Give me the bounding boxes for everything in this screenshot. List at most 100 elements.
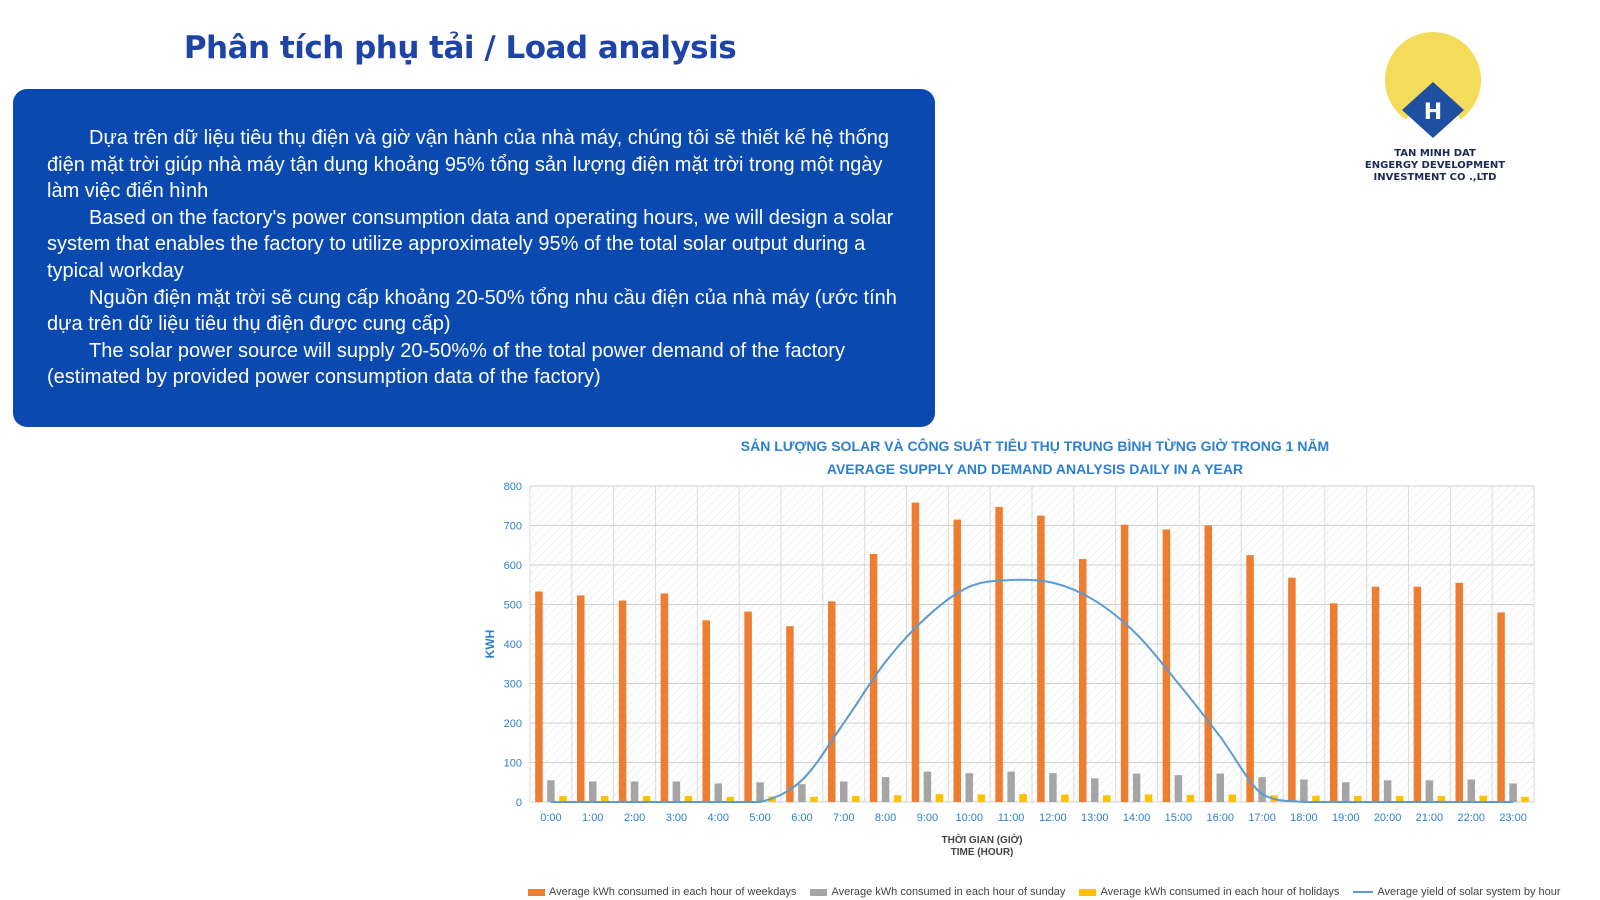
x-tick-label: 20:00 [1374, 812, 1402, 824]
bar-2-21:00 [1437, 796, 1446, 802]
bar-2-8:00 [893, 795, 902, 802]
bar-0-11:00 [995, 506, 1003, 802]
x-tick-label: 1:00 [582, 812, 603, 824]
x-tick-label: 19:00 [1332, 812, 1360, 824]
x-axis-label-en: TIME (HOUR) [951, 847, 1014, 858]
bar-1-19:00 [1342, 782, 1350, 802]
bar-0-13:00 [1079, 559, 1087, 802]
legend-item-1: Average kWh consumed in each hour of sun… [810, 884, 1065, 900]
bar-2-0:00 [559, 796, 567, 802]
legend-item-2: Average kWh consumed in each hour of hol… [1079, 884, 1339, 900]
bar-0-5:00 [744, 611, 752, 802]
solar-yield-line [550, 578, 1514, 803]
chart-title-block: SẢN LƯỢNG SOLAR VÀ CÔNG SUẤT TIÊU THỤ TR… [500, 435, 1570, 481]
bar-0-6:00 [786, 626, 794, 802]
bar-2-15:00 [1186, 794, 1195, 802]
bar-2-19:00 [1354, 796, 1362, 802]
bar-1-9:00 [923, 771, 932, 802]
x-tick-label: 21:00 [1416, 812, 1444, 824]
legend-swatch [1079, 888, 1097, 896]
bar-1-14:00 [1132, 773, 1141, 802]
paragraph-vi-1: Dựa trên dữ liệu tiêu thụ điện và giờ vậ… [47, 127, 890, 203]
bar-0-2:00 [618, 600, 627, 802]
logo-mark-icon: H [1385, 32, 1481, 140]
legend-swatch [1353, 891, 1374, 893]
bar-1-2:00 [630, 781, 639, 802]
bar-0-23:00 [1497, 612, 1505, 802]
x-tick-label: 22:00 [1457, 812, 1485, 824]
bar-1-13:00 [1091, 778, 1099, 802]
x-tick-label: 5:00 [749, 812, 770, 824]
x-tick-label: 10:00 [955, 812, 983, 824]
x-tick-label: 7:00 [833, 812, 854, 824]
bar-1-3:00 [672, 781, 681, 802]
y-axis-label: KWH [483, 630, 497, 659]
x-tick-label: 9:00 [917, 812, 938, 824]
page-title: Phân tích phụ tải / Load analysis [183, 30, 737, 66]
logo-house-icon [1402, 82, 1464, 138]
paragraph-en-1: Based on the factory's power consumption… [47, 206, 894, 282]
legend-item-3: Average yield of solar system by hour [1353, 884, 1561, 900]
bar-1-23:00 [1509, 783, 1517, 802]
x-axis-label: THỜI GIAN (GIỜ) [942, 833, 1023, 846]
bar-0-21:00 [1413, 586, 1422, 802]
x-tick-label: 12:00 [1039, 812, 1067, 824]
bar-0-1:00 [577, 595, 585, 802]
company-logo: H TAN MINH DAT ENGERGY DEVELOPMENT INVES… [1350, 30, 1520, 190]
bar-0-3:00 [660, 593, 669, 802]
y-tick-label: 400 [504, 639, 522, 651]
logo-text: TAN MINH DAT ENGERGY DEVELOPMENT INVESTM… [1350, 148, 1520, 184]
bar-2-23:00 [1521, 796, 1529, 802]
bar-0-14:00 [1120, 524, 1129, 802]
legend-swatch [528, 888, 545, 896]
bar-1-11:00 [1007, 771, 1015, 802]
x-tick-label: 18:00 [1290, 812, 1318, 824]
bar-2-2:00 [642, 796, 651, 802]
logo-letter: H [1424, 100, 1442, 125]
x-tick-label: 14:00 [1123, 812, 1151, 824]
bar-0-22:00 [1455, 582, 1463, 802]
bar-1-18:00 [1300, 779, 1308, 802]
bar-2-6:00 [810, 796, 818, 802]
x-tick-label: 3:00 [666, 812, 687, 824]
bar-2-1:00 [601, 796, 609, 802]
bar-1-22:00 [1467, 779, 1475, 802]
bar-2-14:00 [1144, 794, 1153, 802]
bar-1-1:00 [589, 781, 597, 802]
y-tick-label: 800 [504, 481, 522, 493]
bar-1-17:00 [1258, 777, 1266, 802]
legend-swatch [810, 888, 828, 896]
bar-1-8:00 [881, 777, 890, 802]
bar-0-16:00 [1204, 525, 1212, 802]
logo-line-3: INVESTMENT CO .,LTD [1373, 172, 1497, 183]
bar-0-12:00 [1037, 515, 1045, 802]
bar-0-19:00 [1330, 603, 1338, 802]
x-tick-label: 23:00 [1499, 812, 1527, 824]
legend-label: Average kWh consumed in each hour of hol… [1100, 886, 1340, 898]
legend-item-0: Average kWh consumed in each hour of wee… [528, 884, 796, 900]
bar-1-12:00 [1049, 773, 1057, 802]
supply-demand-chart: 0 100 200 300 400 500 600 700 800 KWH 0:00 1:00 2:00… [483, 481, 1535, 858]
x-tick-label: 0:00 [540, 812, 561, 824]
x-tick-label: 6:00 [791, 812, 812, 824]
x-tick-label: 16:00 [1206, 812, 1234, 824]
bar-2-7:00 [852, 796, 860, 802]
x-tick-label: 13:00 [1081, 812, 1109, 824]
y-tick-label: 100 [504, 758, 522, 770]
x-tick-label: 17:00 [1248, 812, 1276, 824]
y-tick-label: 700 [504, 521, 522, 533]
description-panel: Dựa trên dữ liệu tiêu thụ điện và giờ vậ… [13, 89, 935, 427]
bar-1-7:00 [840, 781, 848, 802]
y-tick-label: 600 [504, 560, 522, 572]
bar-2-11:00 [1019, 794, 1027, 802]
bar-1-4:00 [714, 783, 722, 802]
x-tick-label: 2:00 [624, 812, 645, 824]
x-tick-label: 8:00 [875, 812, 896, 824]
bar-2-3:00 [684, 796, 693, 802]
x-tick-label: 15:00 [1165, 812, 1193, 824]
bar-2-9:00 [935, 794, 944, 802]
paragraph-en-2: The solar power source will supply 20-50… [47, 339, 845, 389]
bar-0-10:00 [953, 519, 961, 802]
bar-2-10:00 [977, 794, 985, 802]
bar-2-12:00 [1061, 794, 1069, 802]
